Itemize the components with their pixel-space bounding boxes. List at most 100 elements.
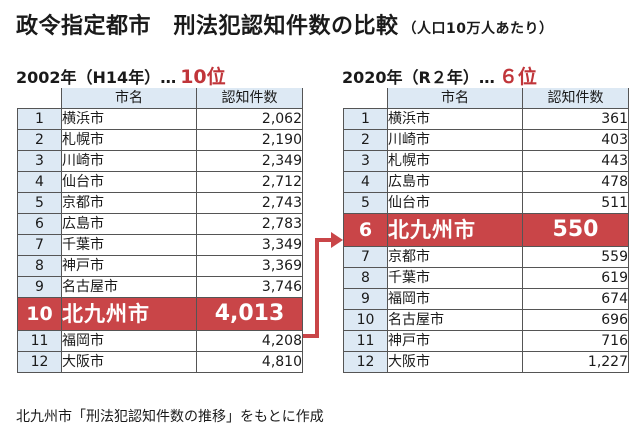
rank-cell: 10 — [17, 297, 62, 331]
right-year-heading: 2020年（R２年）… ６位 — [342, 62, 537, 89]
rank-cell: 1 — [343, 108, 388, 130]
city-cell: 千葉市 — [387, 267, 523, 289]
rank-cell: 11 — [17, 330, 62, 352]
rank-cell: 9 — [343, 288, 388, 310]
count-cell: 403 — [522, 129, 629, 151]
header-city: 市名 — [61, 88, 197, 109]
city-cell: 札幌市 — [61, 129, 197, 151]
header-blank — [17, 88, 62, 109]
city-cell: 川崎市 — [61, 150, 197, 172]
rank-cell: 5 — [343, 192, 388, 214]
table-row: 11 福岡市 4,208 — [17, 330, 303, 352]
table-row: 7 京都市 559 — [343, 246, 629, 268]
rank-cell: 6 — [343, 213, 388, 247]
count-cell: 443 — [522, 150, 629, 172]
table-row: 5 仙台市 511 — [343, 192, 629, 214]
left-year-label: 2002年（H14年）… — [16, 68, 177, 87]
rank-cell: 9 — [17, 276, 62, 298]
city-cell: 京都市 — [387, 246, 523, 268]
city-cell: 神戸市 — [61, 255, 197, 277]
table-row: 2 川崎市 403 — [343, 129, 629, 151]
rank-cell: 6 — [17, 213, 62, 235]
rank-cell: 4 — [343, 171, 388, 193]
table-header-row: 市名 認知件数 — [17, 88, 303, 109]
table-row: 4 仙台市 2,712 — [17, 171, 303, 193]
page-title: 政令指定都市 刑法犯認知件数の比較 （人口10万人あたり） — [16, 8, 554, 40]
table-row: 8 千葉市 619 — [343, 267, 629, 289]
rank-cell: 11 — [343, 330, 388, 352]
rank-cell: 5 — [17, 192, 62, 214]
count-cell: 4,810 — [196, 351, 303, 373]
rank-cell: 4 — [17, 171, 62, 193]
table-row: 4 広島市 478 — [343, 171, 629, 193]
rank-cell: 3 — [17, 150, 62, 172]
rank-cell: 7 — [17, 234, 62, 256]
left-ranking-table: 市名 認知件数 1 横浜市 2,062 2 札幌市 2,190 3 川崎市 2,349 4 仙台市 2… — [17, 88, 303, 373]
table-row: 12 大阪市 4,810 — [17, 351, 303, 373]
header-blank — [343, 88, 388, 109]
city-cell: 大阪市 — [61, 351, 197, 373]
right-rank-label: ６位 — [498, 66, 537, 88]
header-city: 市名 — [387, 88, 523, 109]
title-sub: （人口10万人あたり） — [402, 21, 554, 37]
table-row: 7 千葉市 3,349 — [17, 234, 303, 256]
rank-cell: 12 — [343, 351, 388, 373]
city-cell: 千葉市 — [61, 234, 197, 256]
count-cell: 2,190 — [196, 129, 303, 151]
count-cell: 3,349 — [196, 234, 303, 256]
city-cell: 神戸市 — [387, 330, 523, 352]
count-cell: 2,743 — [196, 192, 303, 214]
city-cell: 福岡市 — [61, 330, 197, 352]
count-cell: 511 — [522, 192, 629, 214]
count-cell: 550 — [522, 213, 629, 247]
header-count: 認知件数 — [522, 88, 629, 109]
rank-cell: 2 — [343, 129, 388, 151]
right-ranking-table: 市名 認知件数 1 横浜市 361 2 川崎市 403 3 札幌市 443 4 広島市 478 5 仙台市… — [343, 88, 629, 373]
city-cell: 横浜市 — [387, 108, 523, 130]
city-cell: 北九州市 — [387, 213, 523, 247]
city-cell: 札幌市 — [387, 150, 523, 172]
table-row: 8 神戸市 3,369 — [17, 255, 303, 277]
connector-arrow-line — [303, 238, 332, 338]
table-row: 9 福岡市 674 — [343, 288, 629, 310]
count-cell: 3,369 — [196, 255, 303, 277]
count-cell: 2,783 — [196, 213, 303, 235]
connector-arrow-head — [331, 232, 343, 248]
table-row: 1 横浜市 361 — [343, 108, 629, 130]
city-cell: 福岡市 — [387, 288, 523, 310]
table-row: 6 広島市 2,783 — [17, 213, 303, 235]
table-row: 12 大阪市 1,227 — [343, 351, 629, 373]
count-cell: 1,227 — [522, 351, 629, 373]
city-cell: 広島市 — [61, 213, 197, 235]
count-cell: 619 — [522, 267, 629, 289]
table-row: 11 神戸市 716 — [343, 330, 629, 352]
table-header-row: 市名 認知件数 — [343, 88, 629, 109]
count-cell: 674 — [522, 288, 629, 310]
table-row: 9 名古屋市 3,746 — [17, 276, 303, 298]
table-row-highlight: 6 北九州市 550 — [343, 213, 629, 247]
left-rank-label: 10位 — [180, 66, 226, 88]
count-cell: 2,349 — [196, 150, 303, 172]
table-row: 10 名古屋市 696 — [343, 309, 629, 331]
city-cell: 北九州市 — [61, 297, 197, 331]
header-count: 認知件数 — [196, 88, 303, 109]
table-row: 5 京都市 2,743 — [17, 192, 303, 214]
city-cell: 横浜市 — [61, 108, 197, 130]
count-cell: 2,712 — [196, 171, 303, 193]
count-cell: 696 — [522, 309, 629, 331]
city-cell: 大阪市 — [387, 351, 523, 373]
city-cell: 名古屋市 — [387, 309, 523, 331]
city-cell: 川崎市 — [387, 129, 523, 151]
count-cell: 361 — [522, 108, 629, 130]
rank-cell: 1 — [17, 108, 62, 130]
rank-cell: 8 — [343, 267, 388, 289]
source-footnote: 北九州市「刑法犯認知件数の推移」をもとに作成 — [16, 409, 324, 425]
city-cell: 広島市 — [387, 171, 523, 193]
table-row: 2 札幌市 2,190 — [17, 129, 303, 151]
title-main: 政令指定都市 刑法犯認知件数の比較 — [16, 14, 399, 39]
rank-cell: 8 — [17, 255, 62, 277]
rank-cell: 2 — [17, 129, 62, 151]
count-cell: 3,746 — [196, 276, 303, 298]
table-row: 3 川崎市 2,349 — [17, 150, 303, 172]
left-year-heading: 2002年（H14年）… 10位 — [16, 62, 226, 89]
